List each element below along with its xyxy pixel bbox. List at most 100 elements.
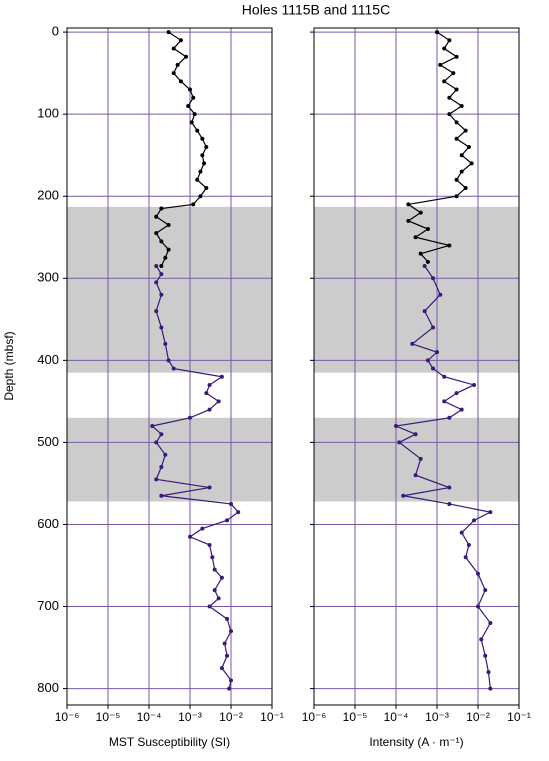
- data-point: [413, 473, 418, 478]
- data-point: [413, 235, 418, 240]
- plot-frame: [313, 27, 520, 706]
- data-point: [236, 510, 241, 515]
- data-point: [159, 493, 164, 498]
- data-point: [454, 54, 459, 59]
- data-point: [422, 263, 427, 268]
- data-point: [463, 186, 468, 191]
- shaded-interval: [314, 206, 519, 373]
- figure-title: Holes 1115B and 1115C: [242, 2, 390, 18]
- x-tick-label: 10⁻³: [425, 710, 449, 724]
- data-point: [406, 218, 411, 223]
- data-point: [163, 341, 168, 346]
- data-point: [229, 678, 233, 683]
- data-point: [188, 415, 192, 420]
- data-point: [229, 501, 233, 506]
- data-point: [159, 206, 164, 211]
- y-tick-label: 200: [37, 188, 59, 203]
- data-point: [216, 596, 221, 601]
- data-point: [451, 71, 456, 76]
- shaded-interval: [67, 417, 272, 502]
- data-point: [198, 194, 203, 199]
- data-point: [483, 588, 488, 593]
- data-point: [195, 177, 200, 182]
- data-point: [200, 526, 205, 531]
- data-point: [219, 374, 224, 379]
- data-point: [472, 518, 477, 523]
- data-point: [154, 263, 159, 268]
- data-point: [189, 120, 194, 125]
- x-axis-title: MST Susceptibility (SI): [109, 735, 230, 749]
- data-point: [229, 629, 233, 634]
- x-tick-label: 10⁻¹: [260, 710, 284, 724]
- y-tick-label: 300: [37, 270, 59, 285]
- data-point: [207, 604, 212, 609]
- y-tick-label: 500: [37, 434, 59, 449]
- data-point: [413, 432, 418, 437]
- data-point: [431, 366, 436, 371]
- data-point: [431, 325, 436, 330]
- data-point: [207, 407, 212, 412]
- data-point: [459, 153, 464, 158]
- data-point: [469, 161, 474, 166]
- data-point: [154, 477, 159, 482]
- data-point: [175, 62, 180, 67]
- data-point: [200, 153, 205, 158]
- data-point: [191, 202, 196, 207]
- data-point: [178, 79, 183, 84]
- data-point: [166, 222, 171, 227]
- plot-frame: [66, 27, 273, 706]
- data-point: [166, 30, 171, 35]
- x-tick-label: 10⁻⁶: [302, 710, 327, 724]
- data-point: [200, 136, 205, 141]
- x-tick-label: 10⁻³: [178, 710, 202, 724]
- data-point: [447, 501, 452, 506]
- data-point: [222, 641, 227, 646]
- data-point: [397, 440, 402, 445]
- data-point: [225, 616, 230, 621]
- data-point: [447, 95, 452, 100]
- data-point: [463, 555, 468, 560]
- data-point: [212, 588, 217, 593]
- data-point: [207, 485, 212, 490]
- y-tick-label: 600: [37, 516, 59, 531]
- data-point: [454, 177, 459, 182]
- data-point: [227, 686, 232, 691]
- data-point: [159, 263, 164, 268]
- shaded-interval: [67, 206, 272, 373]
- data-point: [212, 567, 217, 572]
- data-point: [171, 366, 176, 371]
- data-point: [418, 210, 423, 215]
- data-point: [188, 87, 192, 92]
- data-point: [425, 358, 430, 363]
- data-line: [393, 265, 493, 689]
- data-point: [184, 54, 189, 59]
- data-line: [150, 265, 240, 689]
- data-point: [154, 309, 159, 314]
- data-point: [401, 493, 406, 498]
- data-point: [150, 423, 155, 428]
- data-point: [198, 169, 203, 174]
- data-point: [447, 415, 452, 420]
- data-point: [202, 161, 207, 166]
- data-point: [454, 391, 459, 396]
- data-point: [154, 280, 159, 285]
- data-point: [210, 555, 215, 560]
- data-point: [442, 46, 447, 51]
- x-tick-label: 10⁻⁴: [137, 710, 162, 724]
- data-point: [425, 259, 430, 264]
- data-point: [207, 382, 212, 387]
- data-point: [171, 71, 176, 76]
- x-tick-label: 10⁻⁴: [384, 710, 409, 724]
- data-point: [488, 510, 493, 515]
- data-point: [435, 30, 439, 35]
- data-point: [207, 542, 212, 547]
- data-point: [447, 243, 452, 248]
- y-tick-label: 0: [52, 24, 59, 39]
- data-point: [447, 38, 452, 43]
- data-point: [159, 465, 164, 470]
- data-point: [459, 530, 464, 535]
- x-tick-label: 10⁻⁵: [343, 710, 368, 724]
- data-point: [394, 423, 398, 428]
- data-point: [406, 202, 411, 207]
